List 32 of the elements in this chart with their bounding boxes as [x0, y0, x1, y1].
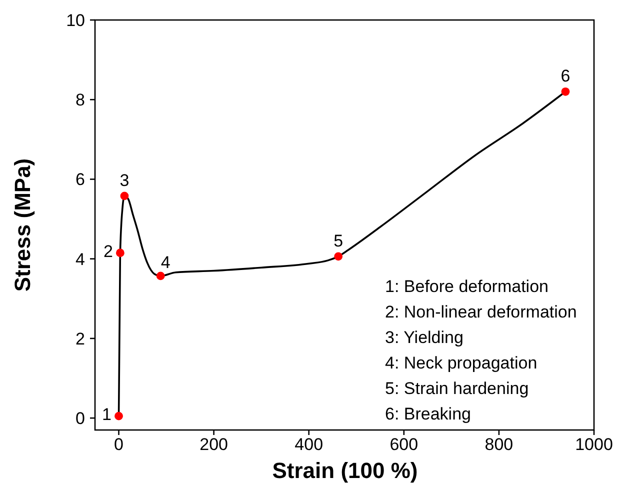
y-tick-label: 6 [76, 170, 85, 190]
point [561, 87, 570, 96]
x-tick-label: 1000 [575, 435, 613, 454]
x-tick-label: 800 [484, 435, 514, 454]
x-axis-title: Strain (100 %) [272, 458, 418, 483]
annotation: 6: Breaking [385, 404, 471, 424]
annotation: 4 [160, 252, 170, 272]
x-tick-label: 0 [114, 435, 124, 454]
annotation: 1: Before deformation [385, 277, 548, 296]
y-tick-label: 10 [66, 11, 85, 30]
y-tick-label: 4 [76, 250, 85, 269]
annotation: 3: Yielding [385, 328, 464, 347]
annotation: 6 [560, 66, 570, 86]
y-axis-title: Stress (MPa) [10, 158, 35, 292]
annotation: 2 [103, 242, 113, 261]
point [116, 248, 124, 258]
point [156, 272, 165, 280]
x-tick-label: 400 [294, 435, 324, 454]
y-tick-label: 8 [76, 90, 85, 110]
x-tick-label: 200 [200, 435, 228, 454]
point [120, 192, 129, 200]
annotation: 2: Non-linear deformation [385, 302, 577, 322]
y-tick-label: 0 [76, 409, 85, 428]
annotation: 1 [102, 405, 112, 424]
annotation: 3 [120, 170, 130, 190]
y-tick-label: 2 [76, 329, 85, 348]
annotation: 4: Neck propagation [385, 354, 538, 372]
point [114, 412, 123, 420]
annotation: 5 [334, 231, 344, 250]
point [334, 252, 343, 261]
annotation: 5: Strain hardening [385, 379, 529, 398]
x-tick-label: 600 [390, 435, 418, 454]
